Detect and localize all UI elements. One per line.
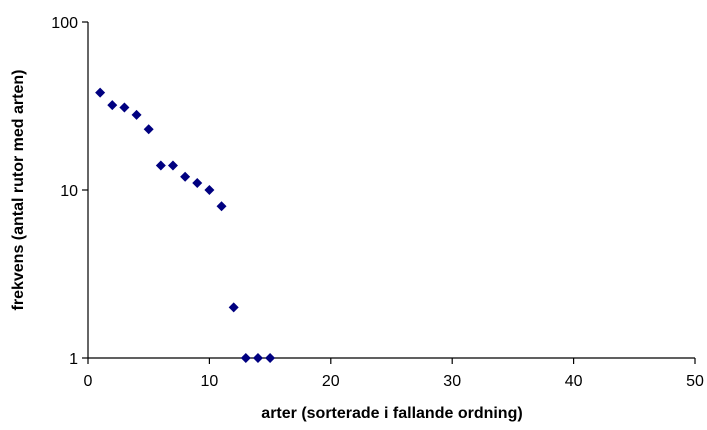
x-axis-ticks: 0 10 20 30 40 50 — [84, 358, 704, 390]
plot-area: 1 10 100 0 10 20 30 40 50 — [51, 15, 704, 390]
data-point — [240, 353, 251, 363]
x-tick-label: 0 — [84, 373, 93, 390]
data-points — [95, 87, 276, 363]
y-tick-label: 1 — [69, 351, 78, 368]
data-point — [131, 109, 142, 120]
data-point — [167, 160, 178, 171]
y-axis-ticks: 1 10 100 — [51, 15, 88, 368]
data-point — [107, 100, 118, 111]
data-point — [228, 302, 239, 313]
data-point — [143, 124, 154, 135]
data-point — [265, 353, 276, 363]
x-tick-label: 30 — [443, 373, 461, 390]
x-tick-label: 50 — [686, 373, 704, 390]
data-point — [252, 353, 263, 363]
y-tick-label: 100 — [51, 15, 78, 32]
data-point — [180, 171, 191, 182]
data-point — [216, 201, 227, 212]
data-point — [95, 87, 106, 98]
y-tick-label: 10 — [60, 183, 78, 200]
x-tick-label: 20 — [322, 373, 340, 390]
x-tick-label: 40 — [565, 373, 583, 390]
data-point — [119, 102, 130, 113]
data-point — [192, 178, 203, 189]
data-point — [204, 185, 215, 195]
x-axis-title: arter (sorterade i fallande ordning) — [261, 405, 522, 422]
data-point — [155, 160, 166, 171]
x-tick-label: 10 — [201, 373, 219, 390]
y-axis-title: frekvens (antal rutor med arten) — [10, 70, 27, 311]
